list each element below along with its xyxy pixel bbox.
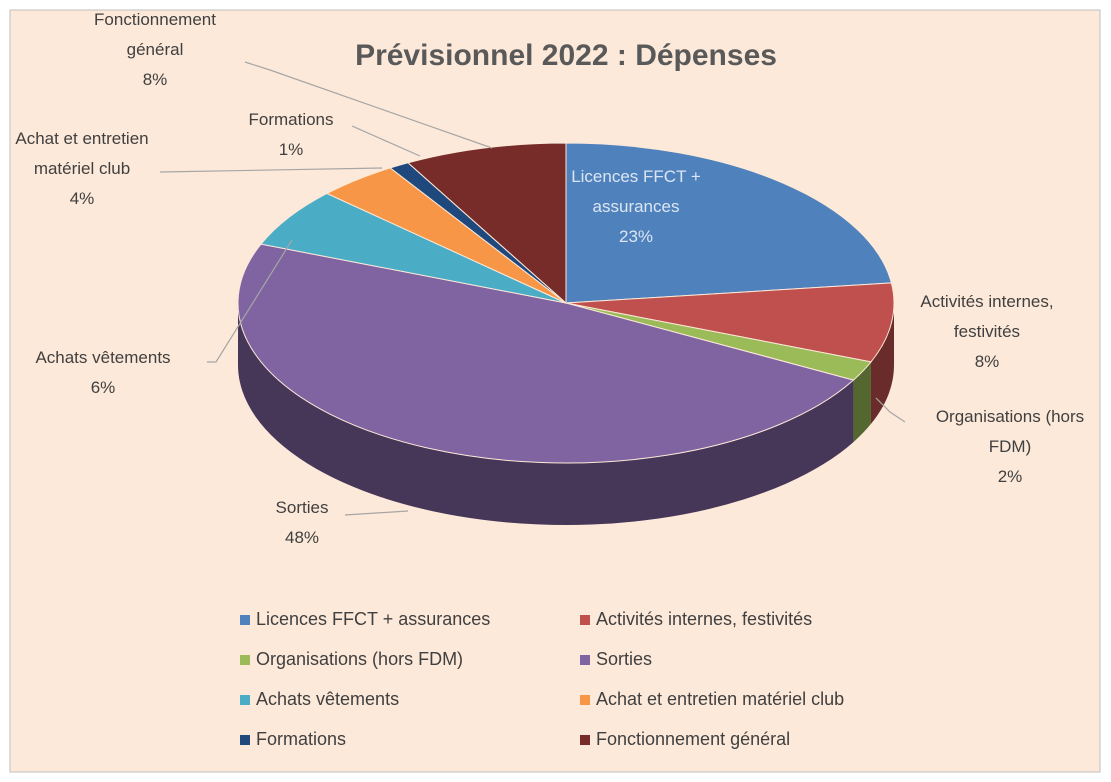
label-name: Achats vêtements — [35, 348, 171, 367]
data-label: Organisations (hors FDM) 2% — [935, 407, 1085, 486]
leader-line — [207, 239, 293, 363]
data-label: Achats vêtements 6% — [35, 348, 171, 397]
data-label: Achat et entretien matériel club 4% — [15, 129, 149, 208]
label-value: 2% — [997, 467, 1023, 486]
label-value: 6% — [90, 378, 116, 397]
label-name: Achat et entretien matériel club — [15, 129, 149, 178]
legend-label: Achat et entretien matériel club — [596, 689, 844, 709]
legend-swatch — [240, 615, 250, 625]
data-label: Activités internes, festivités 8% — [920, 292, 1054, 371]
label-name: Organisations (hors FDM) — [935, 407, 1085, 456]
data-label: Formations 1% — [248, 110, 334, 159]
slice — [565, 282, 895, 363]
legend-label: Achats vêtements — [256, 689, 399, 709]
label-name: Sorties — [275, 498, 329, 517]
data-label: Fonctionnement général 8% — [94, 10, 216, 89]
slice-side — [853, 361, 871, 443]
legend-swatch — [580, 655, 590, 665]
slice — [406, 142, 567, 305]
data-label: Licences FFCT + assurances 23% — [571, 167, 701, 246]
label-value: 23% — [618, 227, 654, 246]
slice — [237, 243, 855, 464]
label-name: Formations — [248, 110, 334, 129]
leader-line — [344, 510, 409, 516]
legend-swatch — [580, 615, 590, 625]
label-name: Licences FFCT + assurances — [571, 167, 701, 216]
legend-swatch — [580, 695, 590, 705]
slice — [260, 192, 567, 304]
legend-swatch — [580, 735, 590, 745]
leader-line — [875, 397, 906, 423]
slice-side — [238, 303, 854, 525]
legend-label: Activités internes, festivités — [596, 609, 812, 629]
label-name: Activités internes, festivités — [920, 292, 1054, 341]
legend-swatch — [240, 695, 250, 705]
chart-title: Prévisionnel 2022 : Dépenses — [355, 39, 777, 72]
label-value: 48% — [284, 528, 320, 547]
leader-line — [244, 61, 493, 149]
label-value: 4% — [69, 189, 95, 208]
legend-label: Fonctionnement général — [596, 729, 790, 749]
label-value: 1% — [278, 140, 304, 159]
label-value: 8% — [142, 70, 168, 89]
label-value: 8% — [974, 352, 1000, 371]
slice — [565, 142, 893, 304]
leader-line — [351, 125, 421, 157]
data-label: Sorties 48% — [275, 498, 329, 547]
label-name: Fonctionnement général — [94, 10, 216, 59]
legend-swatch — [240, 735, 250, 745]
legend-label: Sorties — [596, 649, 652, 669]
legend-label: Formations — [256, 729, 346, 749]
leader-line — [159, 167, 383, 173]
legend-label: Organisations (hors FDM) — [256, 649, 463, 669]
legend-label: Licences FFCT + assurances — [256, 609, 490, 629]
legend-swatch — [240, 655, 250, 665]
